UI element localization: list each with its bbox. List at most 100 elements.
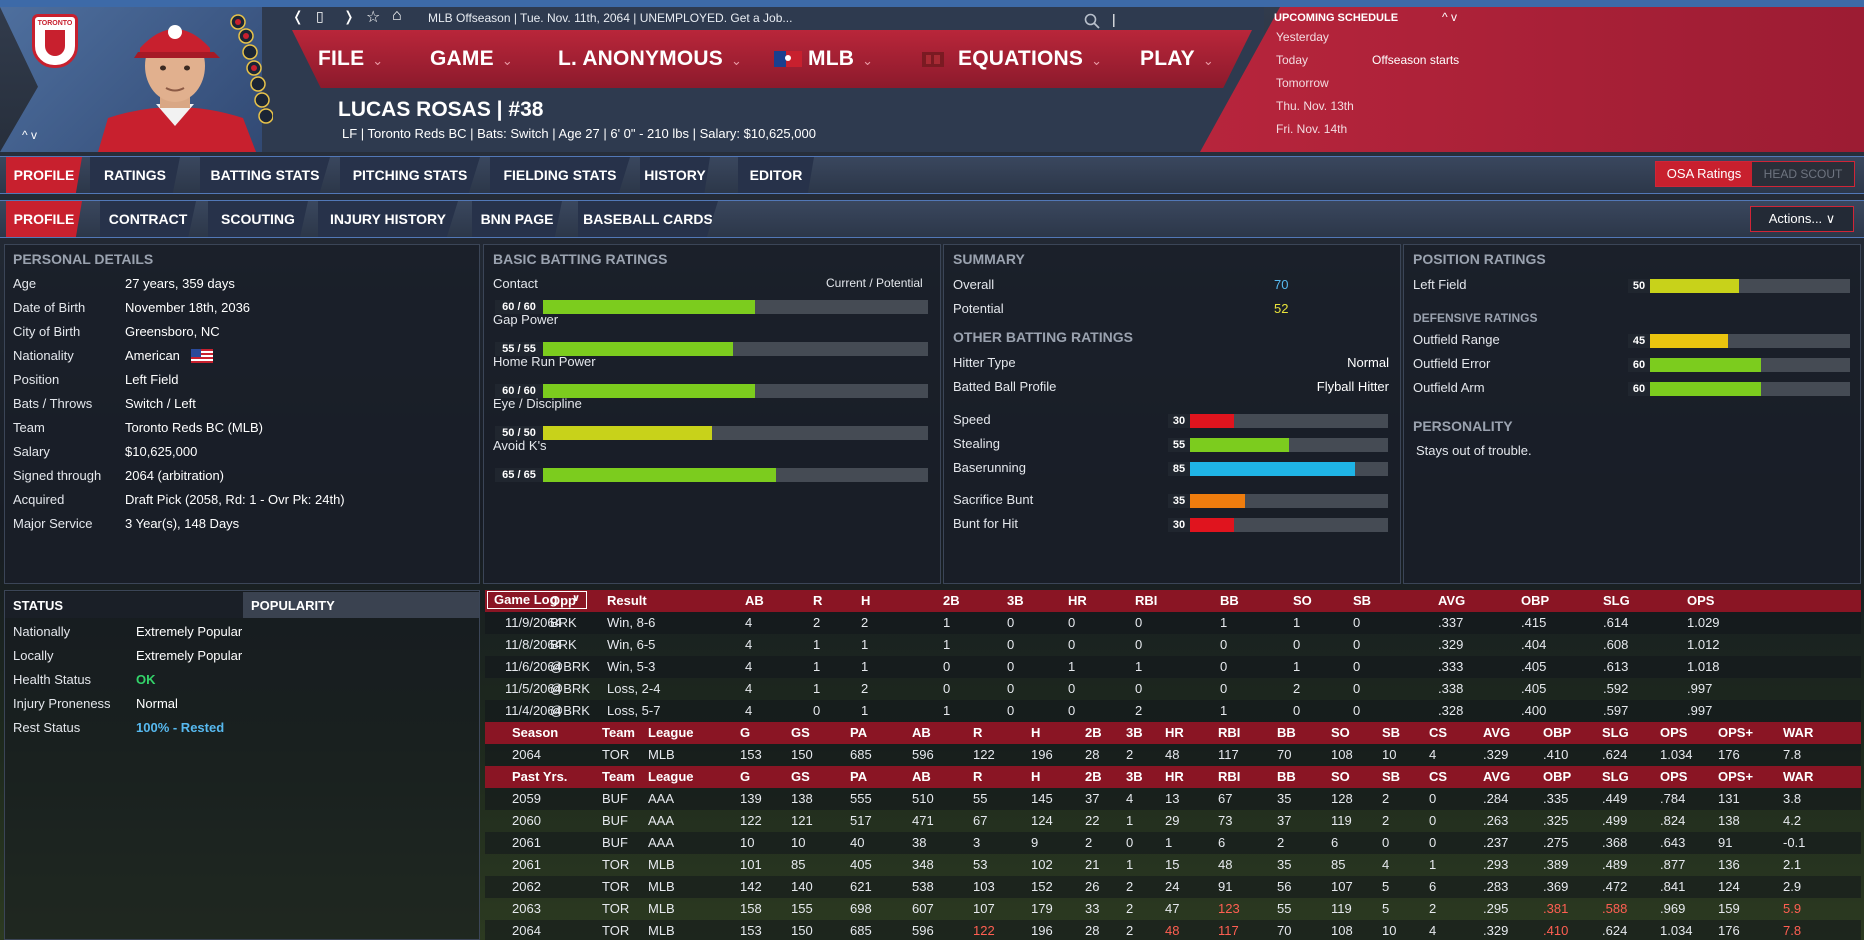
subtab-profile[interactable]: PROFILE — [6, 201, 82, 237]
actions-dropdown[interactable]: Actions... ∨ — [1750, 206, 1854, 232]
top-strip — [0, 0, 1864, 7]
tab-profile[interactable]: PROFILE — [6, 157, 82, 193]
forward-arrow-icon[interactable]: ❭ — [343, 8, 355, 24]
past-season-row[interactable]: 2059 BUF AAA 139 138 555 510 55 145 37 4 13 67 35 128 2… — [485, 788, 1861, 810]
season-header: GS — [791, 725, 810, 740]
past-cell: 2063 — [512, 901, 541, 916]
past-cell: .588 — [1602, 901, 1628, 916]
gamelog-header: AB — [745, 593, 764, 608]
back-arrow-icon[interactable]: ❬ — [292, 8, 304, 24]
past-season-row[interactable]: 2060 BUF AAA 122 121 517 471 67 124 22 1 29 73 37 119 2… — [485, 810, 1861, 832]
search-field[interactable]: | — [1076, 11, 1256, 31]
past-cell: .472 — [1602, 879, 1628, 894]
rating-fill — [1168, 438, 1289, 452]
tab-editor[interactable]: EDITOR — [738, 157, 814, 193]
tab-history[interactable]: HISTORY — [640, 157, 710, 193]
past-cell: .284 — [1483, 791, 1509, 806]
schedule-day[interactable]: Today — [1276, 53, 1309, 67]
personal-detail-label: Date of Birth — [13, 300, 86, 315]
schedule-day[interactable]: Yesterday — [1276, 30, 1329, 44]
star-icon[interactable]: ☆ — [366, 9, 381, 26]
subtab-bnn-page[interactable]: BNN PAGE — [472, 201, 562, 237]
batting-ratings-title: BASIC BATTING RATINGS — [493, 251, 668, 267]
home-icon[interactable]: ⌂ — [392, 7, 402, 24]
past-header: SO — [1331, 769, 1350, 784]
past-cell: 2 — [1126, 901, 1134, 916]
schedule-day[interactable]: Fri. Nov. 14th — [1276, 122, 1348, 136]
gamelog-row[interactable]: 11/8/2064 BRK Win, 6-5 4 1 1 1 0 0 0 0 0 0 .329 .404 .6… — [485, 634, 1861, 656]
past-cell: BUF — [602, 813, 628, 828]
past-season-row[interactable]: 2064 TOR MLB 153 150 685 596 122 196 28 2 48 117 70 10… — [485, 920, 1861, 940]
season-header: HR — [1165, 725, 1184, 740]
past-cell: 179 — [1031, 901, 1053, 916]
ratings-source-toggle[interactable]: OSA Ratings HEAD SCOUT — [1655, 161, 1855, 187]
game-log-selector[interactable]: Game Log ∨ — [487, 591, 587, 609]
gamelog-cell: Loss, 2-4 — [607, 681, 661, 696]
player-avatar — [98, 14, 273, 152]
status-tab-label: STATUS — [13, 598, 64, 613]
subtab-baseball-cards[interactable]: BASEBALL CARDS — [578, 201, 718, 237]
collapse-toggle[interactable]: ^ v — [22, 128, 37, 142]
head-scout-option[interactable]: HEAD SCOUT — [1752, 162, 1854, 186]
past-cell: .275 — [1543, 835, 1569, 850]
past-cell: 153 — [740, 923, 762, 938]
menu-play[interactable]: PLAY ⌄ — [1140, 47, 1214, 71]
past-cell: 0 — [1429, 813, 1437, 828]
menu-mlb[interactable]: MLB ⌄ — [774, 47, 873, 71]
past-cell: 3.8 — [1783, 791, 1802, 806]
osa-ratings-option[interactable]: OSA Ratings — [1656, 162, 1752, 186]
popularity-tab[interactable]: POPULARITY — [243, 592, 479, 618]
schedule-day[interactable]: Thu. Nov. 13th — [1276, 99, 1354, 113]
speed-rating-label: Speed — [953, 412, 991, 427]
rating-value: 65 / 65 — [495, 468, 543, 482]
past-cell: 4 — [1126, 791, 1134, 806]
past-header: HR — [1165, 769, 1184, 784]
past-cell: .877 — [1660, 857, 1686, 872]
subtab-injury-history[interactable]: INJURY HISTORY — [318, 201, 458, 237]
menu-equations[interactable]: EQUATIONS ⌄ — [922, 47, 1102, 71]
season-cell: .329 — [1483, 747, 1509, 762]
past-season-row[interactable]: 2061 TOR MLB 101 85 405 348 53 102 21 1 15 48 35 85 4 1.… — [485, 854, 1861, 876]
past-season-row[interactable]: 2061 BUF AAA 10 10 40 38 3 9 2 0 1 6 2 6 0 0 .237 .275 .368… — [485, 832, 1861, 854]
menu-manager[interactable]: L. ANONYMOUS ⌄ — [558, 47, 742, 71]
status-tab[interactable]: STATUS — [5, 592, 243, 618]
past-cell: 28 — [1085, 923, 1100, 938]
gamelog-cell: 0 — [1353, 615, 1361, 630]
gamelog-cell: 4 — [745, 659, 753, 674]
past-cell: 159 — [1718, 901, 1740, 916]
sub-tab-bar — [0, 200, 1864, 238]
status-value: Extremely Popular — [136, 624, 243, 639]
tab-batting-stats[interactable]: BATTING STATS — [200, 157, 330, 193]
season-cell: 1.034 — [1660, 747, 1693, 762]
team-logo[interactable]: TORONTO — [32, 14, 78, 68]
speed-rating-bar: 30 — [1168, 518, 1388, 532]
search-input[interactable]: | — [1112, 11, 1116, 27]
subtab-scouting[interactable]: SCOUTING — [208, 201, 308, 237]
season-cell: 2 — [1126, 747, 1134, 762]
past-season-row[interactable]: 2063 TOR MLB 158 155 698 607 107 179 33 2 47 123 55 11… — [485, 898, 1861, 920]
position-rating-bar: 50 — [1628, 279, 1850, 293]
schedule-scroll-arrows[interactable]: ^ v — [1442, 10, 1457, 24]
past-season-row[interactable]: 2062 TOR MLB 142 140 621 538 103 152 26 2 24 91 56 107… — [485, 876, 1861, 898]
speed-rating-bar: 35 — [1168, 494, 1388, 508]
menu-game[interactable]: GAME ⌄ — [430, 47, 513, 71]
season-cell: .624 — [1602, 747, 1628, 762]
gamelog-cell: .415 — [1521, 615, 1547, 630]
gamelog-row[interactable]: 11/5/2064 @BRK Loss, 2-4 4 1 2 0 0 0 0 0 2 0 .338 .405… — [485, 678, 1861, 700]
past-cell: 55 — [973, 791, 988, 806]
menu-file[interactable]: FILE ⌄ — [318, 47, 383, 71]
gamelog-row[interactable]: 11/9/2064 BRK Win, 8-6 4 2 2 1 0 0 0 1 1 0 .337 .415 .6… — [485, 612, 1861, 634]
tab-fielding-stats[interactable]: FIELDING STATS — [490, 157, 630, 193]
tab-ratings[interactable]: RATINGS — [90, 157, 180, 193]
page-icon[interactable]: ▯ — [316, 8, 324, 24]
past-cell: .841 — [1660, 879, 1686, 894]
stats-tables: Game Log ∨ Opp Result AB R H 2B 3B HR RBI BB SO SB AVG… — [485, 590, 1861, 940]
personal-details-panel — [4, 244, 480, 584]
past-cell: .325 — [1543, 813, 1569, 828]
gamelog-row[interactable]: 11/6/2064 @BRK Win, 5-3 4 1 1 0 0 1 1 0 1 0 .333 .405.… — [485, 656, 1861, 678]
subtab-contract[interactable]: CONTRACT — [100, 201, 196, 237]
tab-pitching-stats[interactable]: PITCHING STATS — [340, 157, 480, 193]
season-header: BB — [1277, 725, 1296, 740]
gamelog-row[interactable]: 11/4/2064 @BRK Loss, 5-7 4 0 1 1 0 0 2 1 0 0 .328 .400… — [485, 700, 1861, 722]
schedule-day[interactable]: Tomorrow — [1276, 76, 1329, 90]
